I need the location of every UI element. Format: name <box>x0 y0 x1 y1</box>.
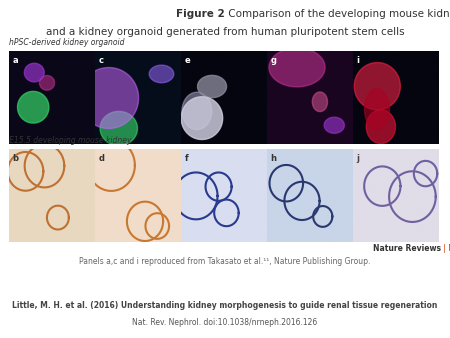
Polygon shape <box>34 154 55 178</box>
Polygon shape <box>182 92 212 129</box>
Polygon shape <box>212 179 226 194</box>
Polygon shape <box>16 161 35 182</box>
Polygon shape <box>400 183 425 211</box>
Polygon shape <box>312 92 328 112</box>
Polygon shape <box>277 173 296 193</box>
Text: Little, M. H. et al. (2016) Understanding kidney morphogenesis to guide renal ti: Little, M. H. et al. (2016) Understandin… <box>12 300 438 310</box>
Polygon shape <box>24 63 44 82</box>
Text: | Nephrology: | Nephrology <box>441 244 450 253</box>
Polygon shape <box>354 63 400 110</box>
Polygon shape <box>269 48 325 87</box>
Polygon shape <box>135 211 155 232</box>
Text: hPSC-derived kidney organoid: hPSC-derived kidney organoid <box>9 38 125 47</box>
Polygon shape <box>419 167 432 180</box>
Polygon shape <box>181 97 223 140</box>
Text: Panels a,c and i reproduced from Takasato et al.¹¹, Nature Publishing Group.: Panels a,c and i reproduced from Takasat… <box>79 257 371 266</box>
Polygon shape <box>40 75 54 90</box>
Text: Comparison of the developing mouse kidney: Comparison of the developing mouse kidne… <box>225 9 450 19</box>
Polygon shape <box>318 211 328 222</box>
Text: c: c <box>99 56 104 65</box>
Polygon shape <box>79 68 139 128</box>
Polygon shape <box>100 112 138 145</box>
Polygon shape <box>198 75 226 98</box>
Text: j: j <box>356 154 360 163</box>
Text: b: b <box>13 154 18 163</box>
Polygon shape <box>184 183 208 209</box>
Polygon shape <box>366 110 396 144</box>
Text: f: f <box>184 154 188 163</box>
Text: E15.5 developing mouse kidney: E15.5 developing mouse kidney <box>9 136 131 145</box>
Polygon shape <box>98 151 124 179</box>
Polygon shape <box>220 206 233 220</box>
Text: Figure 2: Figure 2 <box>176 9 225 19</box>
Text: h: h <box>270 154 276 163</box>
Text: e: e <box>184 56 190 65</box>
Polygon shape <box>18 91 49 123</box>
Polygon shape <box>149 65 174 83</box>
Text: a: a <box>13 56 18 65</box>
Text: d: d <box>99 154 104 163</box>
Polygon shape <box>364 89 389 129</box>
Polygon shape <box>151 219 164 233</box>
Polygon shape <box>324 117 344 133</box>
Text: g: g <box>270 56 276 65</box>
Text: Nature Reviews: Nature Reviews <box>373 244 441 253</box>
Text: and a kidney organoid generated from human pluripotent stem cells: and a kidney organoid generated from hum… <box>46 27 404 37</box>
Polygon shape <box>292 190 312 211</box>
Text: Nat. Rev. Nephrol. doi:10.1038/nrneph.2016.126: Nat. Rev. Nephrol. doi:10.1038/nrneph.20… <box>132 318 318 327</box>
Text: i: i <box>356 56 360 65</box>
Polygon shape <box>52 211 64 224</box>
Polygon shape <box>372 175 392 197</box>
